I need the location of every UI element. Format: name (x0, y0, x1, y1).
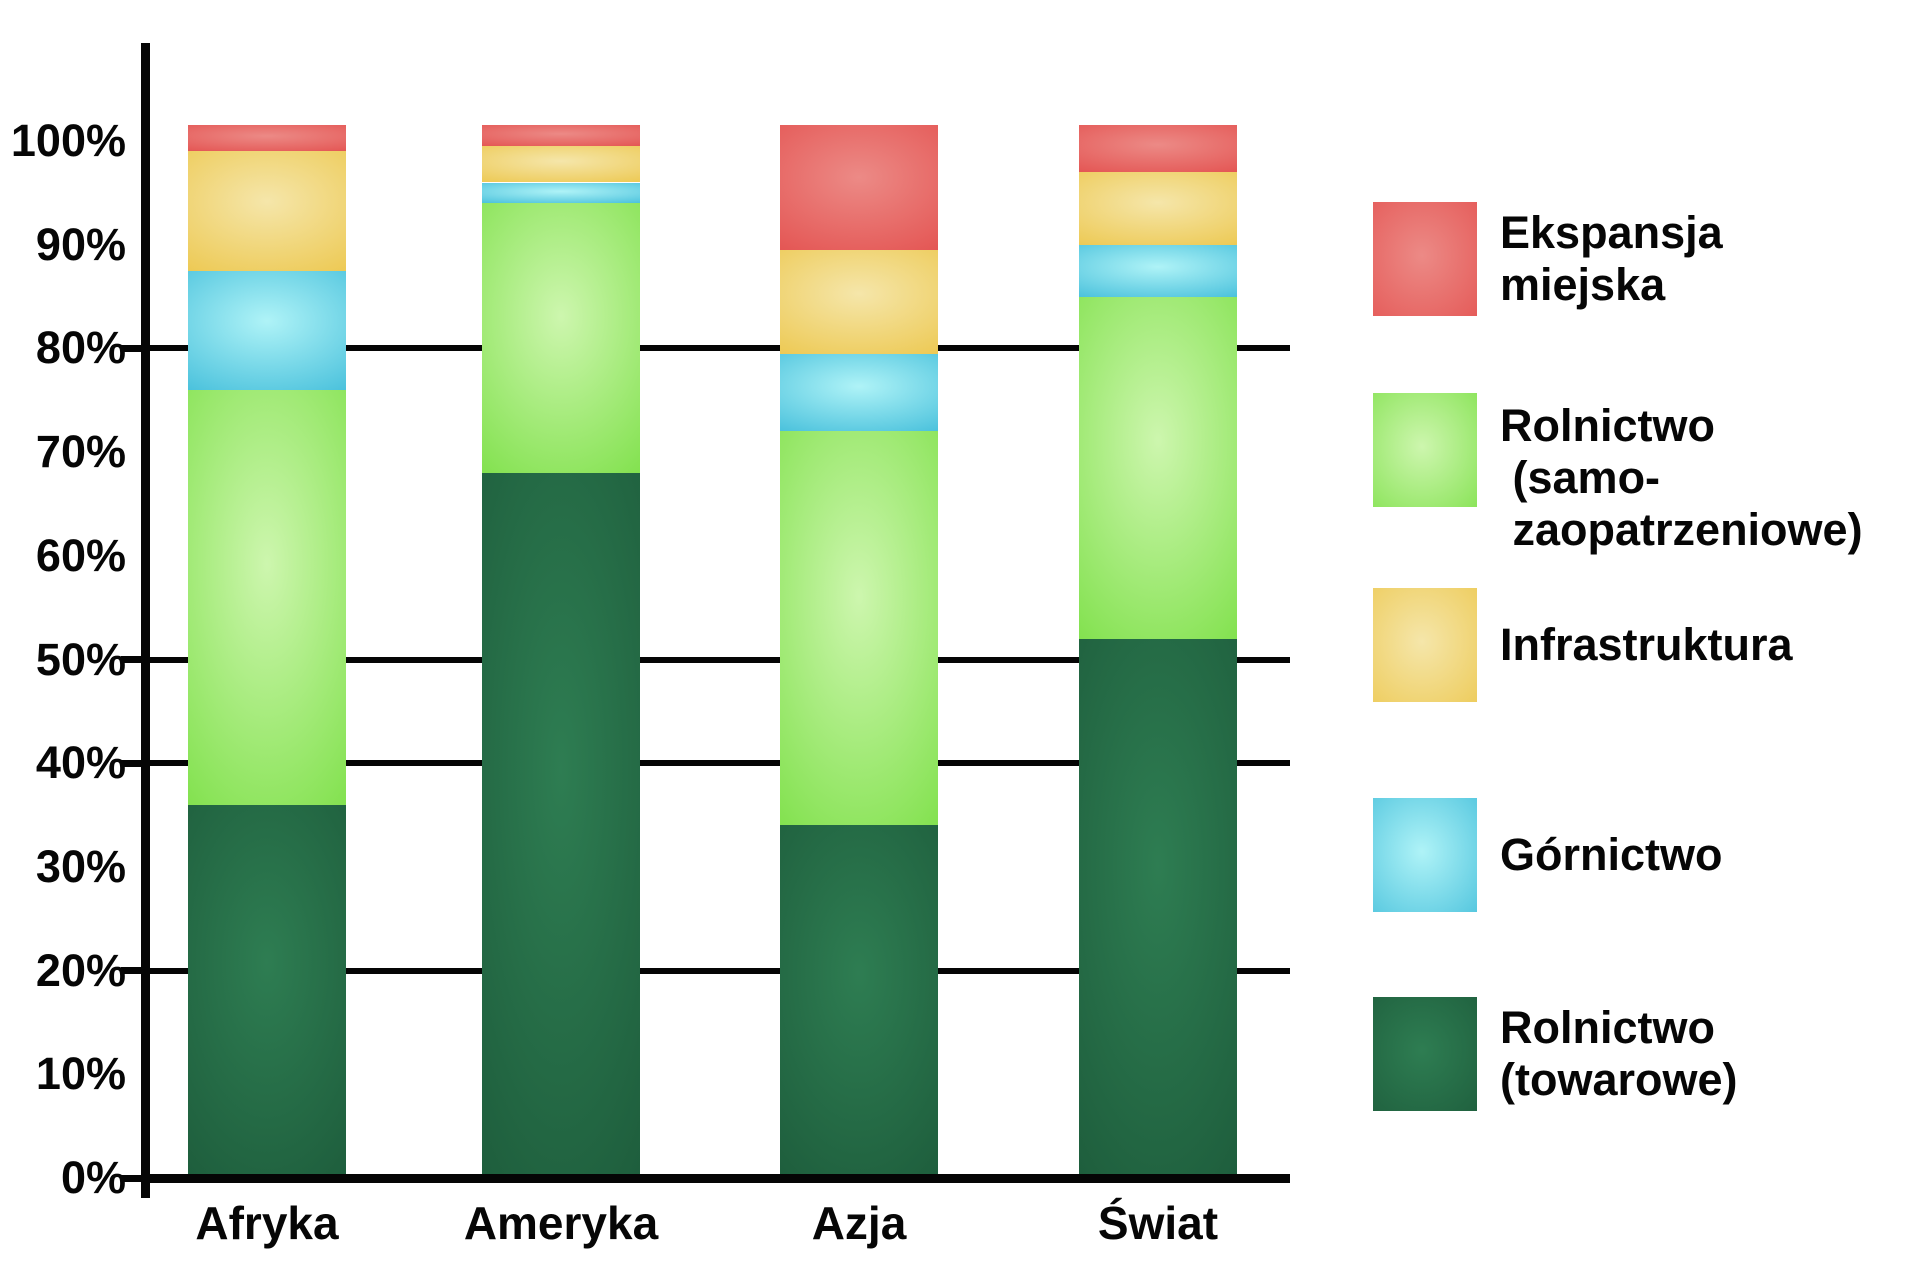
bar-azja-segment-rolnictwo-towarowe (780, 825, 938, 1178)
y-tick-0 (121, 1174, 145, 1182)
bar-azja-segment-infrastruktura (780, 249, 938, 354)
legend-label-rolnictwo-samozaopatrzeniowe: Rolnictwo (samo- zaopatrzeniowe) (1500, 400, 1863, 555)
bar-ameryka-segment-rolnictwo-samozaopatrzeniowe (482, 203, 640, 473)
legend-label-rolnictwo-towarowe: Rolnictwo (towarowe) (1500, 1002, 1738, 1105)
legend-swatch-infrastruktura (1373, 588, 1477, 702)
gridline-40 (145, 760, 1290, 767)
gridline-20 (145, 967, 1290, 974)
bar-swiat-segment-infrastruktura (1079, 172, 1237, 245)
y-tick-80 (121, 344, 145, 352)
legend-swatch-rolnictwo-samozaopatrzeniowe (1373, 393, 1477, 507)
x-axis-label-afryka: Afryka (195, 1197, 339, 1249)
legend-label-gornictwo: Górnictwo (1500, 829, 1723, 880)
legend-swatch-ekspansja-miejska (1373, 202, 1477, 316)
bar-swiat-segment-gornictwo (1079, 244, 1237, 297)
y-axis-label-100: 100% (10, 115, 126, 166)
bar-ameryka-segment-infrastruktura (482, 146, 640, 183)
bar-ameryka-segment-gornictwo (482, 182, 640, 204)
bar-afryka-segment-ekspansja-miejska (188, 125, 346, 152)
y-axis-label-0: 0% (60, 1152, 126, 1203)
y-axis-label-30: 30% (35, 840, 126, 892)
bar-swiat-segment-rolnictwo-samozaopatrzeniowe (1079, 296, 1237, 639)
y-axis-label-80: 80% (35, 322, 126, 374)
x-axis-label-azja: Azja (811, 1197, 907, 1249)
bar-azja-segment-gornictwo (780, 353, 938, 432)
bar-afryka-segment-rolnictwo-towarowe (188, 804, 346, 1178)
legend: Ekspansja miejska Rolnictwo (samo- zaopat… (1340, 0, 1920, 1280)
bar-swiat-segment-ekspansja-miejska (1079, 125, 1237, 173)
y-axis-label-90: 90% (35, 218, 126, 270)
bar-azja-segment-rolnictwo-samozaopatrzeniowe (780, 431, 938, 826)
y-tick-40 (121, 759, 145, 767)
x-axis-line (145, 1174, 1290, 1183)
bar-azja-segment-ekspansja-miejska (780, 125, 938, 250)
bar-swiat-segment-rolnictwo-towarowe (1079, 638, 1237, 1178)
bar-ameryka-segment-rolnictwo-towarowe (482, 472, 640, 1178)
plot-area: 0% 10% 20% 30% 40% 50% 60% 70% 80% 90% 100% Afryka A… (10, 43, 1290, 1249)
y-tick-50 (121, 656, 145, 663)
x-axis-label-ameryka: Ameryka (463, 1197, 659, 1249)
bar-afryka-segment-gornictwo (188, 270, 346, 390)
x-axis-label-swiat: Świat (1097, 1197, 1219, 1249)
y-tick-20 (121, 967, 145, 975)
bar-afryka-segment-rolnictwo-samozaopatrzeniowe (188, 389, 346, 805)
legend-label-infrastruktura: Infrastruktura (1500, 619, 1793, 670)
gridline-50 (145, 656, 1290, 663)
y-axis-label-60: 60% (35, 529, 126, 581)
y-axis-label-20: 20% (35, 944, 126, 996)
bar-ameryka-segment-ekspansja-miejska (482, 125, 640, 147)
y-axis-label-40: 40% (35, 737, 126, 789)
legend-swatch-rolnictwo-towarowe (1373, 997, 1477, 1111)
gridline-80 (145, 345, 1290, 352)
y-axis-label-50: 50% (35, 633, 126, 685)
bar-afryka-segment-infrastruktura (188, 151, 346, 271)
y-axis-label-70: 70% (35, 426, 126, 478)
legend-label-ekspansja-miejska: Ekspansja miejska (1500, 207, 1723, 310)
legend-swatch-gornictwo (1373, 798, 1477, 912)
y-axis-label-10: 10% (35, 1048, 126, 1100)
y-axis-line (141, 43, 150, 1198)
